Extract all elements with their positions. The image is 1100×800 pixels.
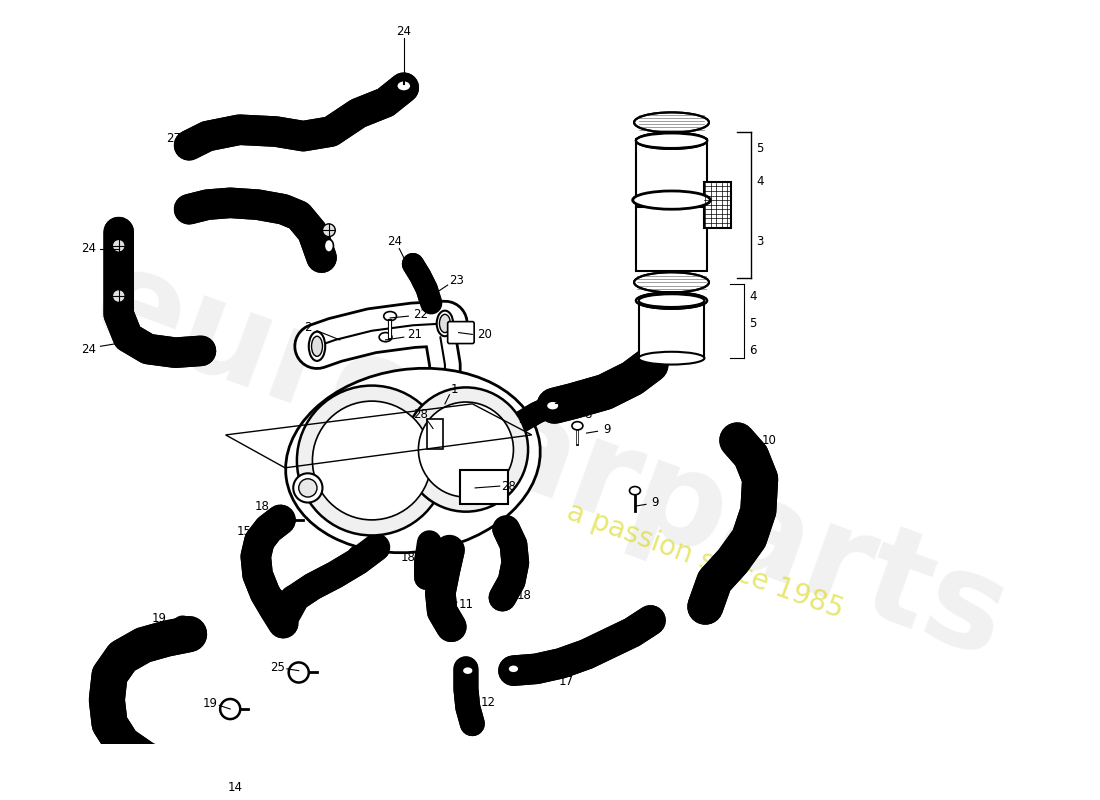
Ellipse shape: [572, 422, 583, 430]
Text: 4: 4: [757, 175, 763, 188]
Text: 21: 21: [407, 328, 422, 341]
Text: eurocarparts: eurocarparts: [76, 236, 1024, 685]
Circle shape: [112, 290, 125, 302]
Text: 9: 9: [603, 423, 611, 436]
Ellipse shape: [286, 368, 540, 553]
Ellipse shape: [439, 314, 450, 333]
Text: 24: 24: [81, 242, 96, 255]
Ellipse shape: [636, 134, 707, 148]
Ellipse shape: [379, 333, 392, 342]
FancyBboxPatch shape: [461, 470, 508, 504]
Ellipse shape: [547, 401, 559, 410]
Text: 23: 23: [450, 274, 464, 287]
Text: 25: 25: [271, 661, 285, 674]
Ellipse shape: [309, 332, 326, 361]
FancyBboxPatch shape: [636, 207, 707, 271]
Ellipse shape: [639, 294, 704, 307]
Text: 14: 14: [228, 781, 242, 794]
Ellipse shape: [639, 352, 704, 365]
Text: 9: 9: [464, 696, 472, 709]
Text: 9: 9: [651, 496, 659, 509]
FancyBboxPatch shape: [639, 298, 704, 358]
Ellipse shape: [324, 239, 333, 252]
Circle shape: [297, 386, 447, 535]
Text: 12: 12: [481, 696, 495, 709]
Text: 11: 11: [459, 598, 473, 611]
Text: 1: 1: [450, 382, 458, 396]
Text: 17: 17: [559, 675, 574, 688]
Text: a passion since 1985: a passion since 1985: [563, 498, 847, 624]
Text: 7: 7: [553, 402, 561, 415]
Ellipse shape: [636, 133, 707, 149]
FancyBboxPatch shape: [448, 322, 474, 343]
Text: 8: 8: [585, 408, 592, 422]
Circle shape: [404, 387, 528, 512]
Text: 18: 18: [255, 500, 270, 513]
Text: 24: 24: [387, 234, 403, 248]
Circle shape: [112, 239, 125, 252]
Text: 20: 20: [476, 328, 492, 341]
Ellipse shape: [396, 81, 411, 91]
Text: 24: 24: [396, 25, 411, 38]
Text: 27: 27: [166, 132, 182, 146]
Ellipse shape: [311, 336, 322, 356]
FancyBboxPatch shape: [636, 139, 707, 207]
Text: 22: 22: [412, 308, 428, 321]
Text: 5: 5: [757, 142, 763, 154]
Text: 19: 19: [152, 612, 166, 625]
Text: 28: 28: [412, 408, 428, 422]
Ellipse shape: [636, 292, 707, 309]
Text: 6: 6: [749, 344, 757, 358]
Text: 2: 2: [304, 321, 311, 334]
Text: 24: 24: [81, 342, 96, 355]
Circle shape: [418, 402, 514, 497]
Text: 28: 28: [502, 479, 516, 493]
Ellipse shape: [634, 272, 710, 292]
Text: 3: 3: [757, 234, 763, 248]
Text: 18: 18: [400, 551, 416, 564]
Text: 5: 5: [749, 317, 757, 330]
Text: 18: 18: [517, 590, 532, 602]
Text: 19: 19: [202, 697, 218, 710]
Ellipse shape: [632, 191, 711, 210]
Ellipse shape: [508, 665, 519, 673]
Text: 26: 26: [294, 212, 309, 225]
FancyBboxPatch shape: [704, 182, 730, 227]
Ellipse shape: [462, 666, 473, 674]
Text: 10: 10: [762, 434, 777, 447]
Text: 4: 4: [749, 290, 757, 302]
Ellipse shape: [629, 486, 640, 494]
Ellipse shape: [634, 112, 710, 133]
Text: 18: 18: [264, 580, 278, 593]
Circle shape: [312, 401, 431, 520]
Ellipse shape: [294, 474, 322, 502]
Text: 15: 15: [236, 526, 251, 538]
Ellipse shape: [299, 478, 317, 497]
Ellipse shape: [384, 311, 396, 321]
Ellipse shape: [437, 310, 453, 336]
Circle shape: [322, 224, 335, 237]
FancyBboxPatch shape: [427, 419, 443, 449]
